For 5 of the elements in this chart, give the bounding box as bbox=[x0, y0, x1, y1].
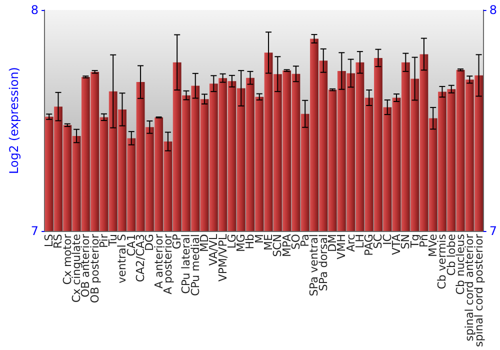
y2-tick-label: 8 bbox=[489, 3, 498, 17]
y-axis-title: Log2 (expression) bbox=[7, 67, 21, 174]
x-tick-label: Tg bbox=[408, 234, 422, 249]
y2-tick-label: 7 bbox=[489, 224, 498, 238]
x-tick-label: OB posterior bbox=[88, 234, 102, 304]
